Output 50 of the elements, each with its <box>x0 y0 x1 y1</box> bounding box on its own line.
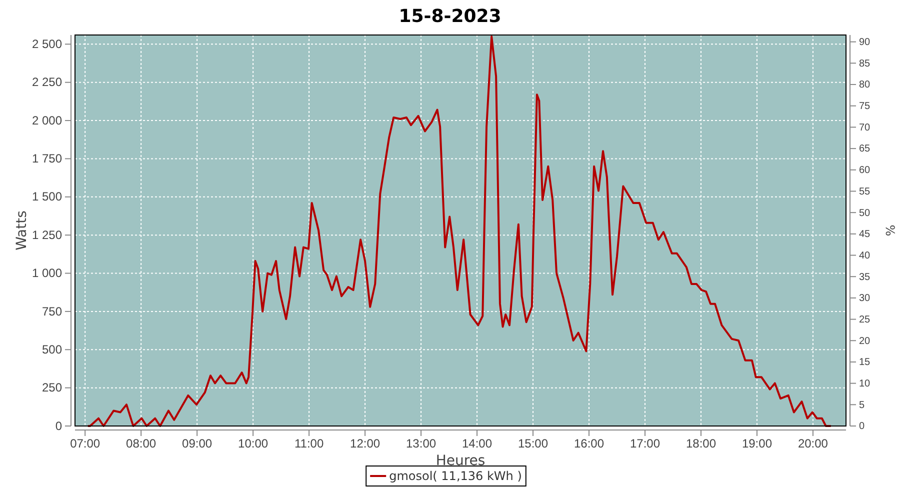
y2-tick-label: 20 <box>859 336 871 347</box>
x-tick-label: 11:00 <box>294 436 324 451</box>
y2-tick-label: 15 <box>859 357 871 368</box>
y2-tick-label: 80 <box>859 80 871 91</box>
y2-tick-label: 25 <box>859 314 871 326</box>
y-tick-label: 1 750 <box>32 152 62 166</box>
y-tick-label: 1 000 <box>32 266 62 280</box>
y-tick-label: 750 <box>42 304 62 318</box>
x-tick-label: 15:00 <box>518 436 548 451</box>
y-tick-label: 250 <box>42 380 62 395</box>
y2-tick-label: 85 <box>859 58 871 70</box>
y2-tick-label: 0 <box>859 421 865 432</box>
y2-tick-label: 75 <box>859 101 871 112</box>
x-axis-title: Heures <box>436 453 486 469</box>
y2-tick-label: 55 <box>859 186 871 198</box>
x-tick-label: 12:00 <box>350 436 380 451</box>
x-tick-label: 17:00 <box>630 436 660 451</box>
x-tick-label: 20:00 <box>798 436 828 451</box>
y-tick-label: 2 000 <box>32 113 62 128</box>
chart-title: 15-8-2023 <box>398 6 502 27</box>
y2-tick-label: 70 <box>859 122 871 134</box>
x-tick-label: 13:00 <box>406 436 436 451</box>
y2-tick-label: 90 <box>859 37 871 48</box>
y-tick-label: 0 <box>55 418 62 433</box>
y2-tick-label: 5 <box>859 400 865 411</box>
y2-tick-label: 45 <box>859 229 871 240</box>
y2-tick-label: 10 <box>859 378 871 390</box>
y-tick-label: 1 250 <box>32 228 62 242</box>
y-axis-title: Watts <box>14 210 30 250</box>
x-tick-label: 14:00 <box>462 436 492 451</box>
y2-tick-label: 40 <box>859 250 871 262</box>
y2-tick-label: 65 <box>859 144 871 155</box>
y-tick-label: 500 <box>42 342 62 356</box>
x-tick-label: 08:00 <box>126 436 156 451</box>
x-tick-label: 16:00 <box>574 436 604 451</box>
x-tick-label: 19:00 <box>742 436 772 451</box>
line-series <box>86 36 832 427</box>
x-tick-label: 10:00 <box>238 436 268 451</box>
x-tick-label: 07:00 <box>70 436 100 451</box>
y-tick-label: 1 500 <box>32 190 62 204</box>
legend-label: gmosol( 11,136 kWh ) <box>389 469 522 483</box>
y-tick-label: 2 500 <box>32 37 62 52</box>
y-tick-label: 2 250 <box>32 75 62 90</box>
y2-tick-label: 50 <box>859 208 871 219</box>
x-tick-label: 09:00 <box>182 436 212 451</box>
y2-tick-label: 35 <box>859 272 871 283</box>
y2-axis-title: % <box>883 224 897 236</box>
x-tick-label: 18:00 <box>686 436 716 451</box>
y2-tick-label: 30 <box>859 293 871 304</box>
y2-tick-label: 60 <box>859 165 871 176</box>
